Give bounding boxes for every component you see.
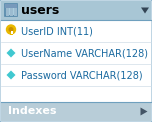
FancyBboxPatch shape: [5, 4, 17, 16]
FancyBboxPatch shape: [11, 31, 12, 32]
Polygon shape: [141, 7, 149, 14]
FancyBboxPatch shape: [1, 1, 151, 20]
Text: Password VARCHAR(128): Password VARCHAR(128): [21, 70, 143, 80]
FancyBboxPatch shape: [1, 20, 151, 102]
Text: UserName VARCHAR(128): UserName VARCHAR(128): [21, 48, 148, 58]
Text: Indexes: Indexes: [8, 107, 57, 117]
Circle shape: [7, 25, 16, 34]
Polygon shape: [6, 70, 16, 80]
FancyBboxPatch shape: [14, 8, 17, 15]
Circle shape: [9, 28, 13, 31]
Text: users: users: [21, 4, 59, 17]
FancyBboxPatch shape: [1, 102, 151, 121]
FancyBboxPatch shape: [5, 4, 17, 8]
Polygon shape: [140, 107, 147, 116]
FancyBboxPatch shape: [9, 8, 12, 15]
FancyBboxPatch shape: [11, 33, 12, 34]
FancyBboxPatch shape: [5, 8, 9, 15]
Text: UserID INT(11): UserID INT(11): [21, 26, 93, 36]
FancyBboxPatch shape: [9, 31, 12, 35]
Polygon shape: [6, 48, 16, 58]
